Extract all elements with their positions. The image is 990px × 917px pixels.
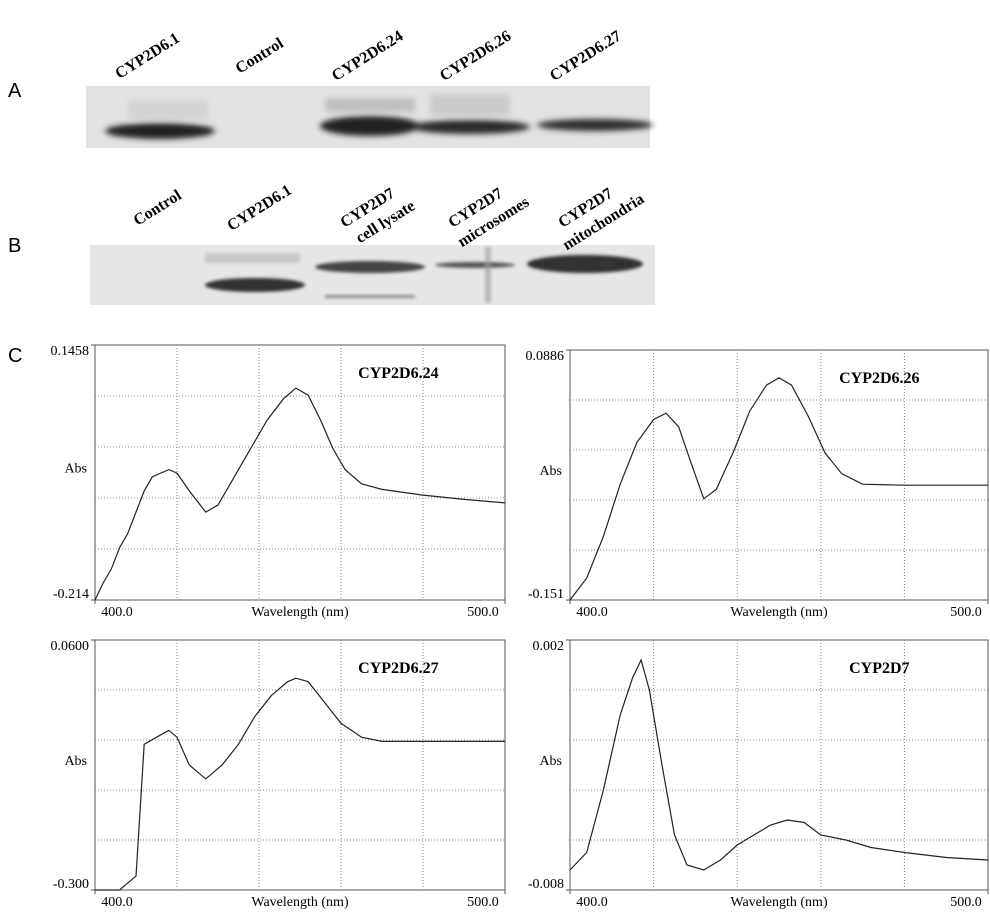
y-axis-label: Abs <box>539 754 562 769</box>
lane-label: CYP2D6.27 <box>547 28 624 85</box>
x-tick-label: 500.0 <box>467 895 499 910</box>
chart-title: CYP2D6.26 <box>839 370 919 387</box>
figure: A B C CYP2D6.1 Control CYP2D6.24 CYP2D6.26 C… <box>0 0 990 917</box>
lane-label: CYP2D6.1 <box>224 182 294 235</box>
x-tick-label: 400.0 <box>101 605 133 620</box>
y-tick-label: 0.0886 <box>526 349 565 364</box>
plot-frame <box>95 345 505 600</box>
y-axis-label: Abs <box>539 464 562 479</box>
lane-label: CYP2D6.26 <box>437 28 514 85</box>
y-axis-label: Abs <box>64 754 87 769</box>
y-tick-label: -0.214 <box>53 587 89 602</box>
y-tick-label: 0.002 <box>533 639 565 654</box>
x-tick-label: 500.0 <box>950 605 982 620</box>
y-tick-label: -0.151 <box>528 587 564 602</box>
x-tick-label: 400.0 <box>576 605 608 620</box>
y-axis-label: Abs <box>64 462 87 477</box>
lane-label: CYP2D6.1 <box>112 30 182 83</box>
x-tick-label: 400.0 <box>101 895 133 910</box>
spectrum-chart: -0.214 0.1458 400.0 500.0 Wavelength (nm) Abs… <box>51 344 506 620</box>
x-tick-label: 500.0 <box>467 605 499 620</box>
lane-label: Control <box>131 187 185 230</box>
plot-frame <box>95 640 505 890</box>
chart-title: CYP2D6.27 <box>358 660 438 677</box>
panel-label: C <box>8 345 22 367</box>
lane-label: CYP2D6.24 <box>329 28 406 85</box>
x-tick-label: 500.0 <box>950 895 982 910</box>
panel-label: A <box>8 80 22 102</box>
page: A B C CYP2D6.1 Control CYP2D6.24 CYP2D6.26 C… <box>0 0 990 917</box>
y-tick-label: 0.1458 <box>51 344 90 359</box>
spectrum-chart: -0.008 0.002 400.0 500.0 Wavelength (nm) Abs C… <box>528 639 988 910</box>
gel-a <box>86 86 653 148</box>
y-tick-label: -0.008 <box>528 877 564 892</box>
x-axis-label: Wavelength (nm) <box>730 605 828 620</box>
lane-label: Control <box>233 35 287 78</box>
chart-title: CYP2D7 <box>849 660 909 677</box>
y-tick-label: 0.0600 <box>51 639 90 654</box>
x-axis-label: Wavelength (nm) <box>251 895 349 910</box>
x-axis-label: Wavelength (nm) <box>730 895 828 910</box>
plot-frame <box>570 350 988 600</box>
y-tick-label: -0.300 <box>53 877 89 892</box>
gel-b <box>90 245 655 305</box>
chart-title: CYP2D6.24 <box>358 365 438 382</box>
panel-label: B <box>8 235 21 257</box>
spectrum-chart: -0.300 0.0600 400.0 500.0 Wavelength (nm) Abs… <box>51 639 506 910</box>
spectrum-chart: -0.151 0.0886 400.0 500.0 Wavelength (nm) Abs… <box>526 349 989 620</box>
x-tick-label: 400.0 <box>576 895 608 910</box>
x-axis-label: Wavelength (nm) <box>251 605 349 620</box>
